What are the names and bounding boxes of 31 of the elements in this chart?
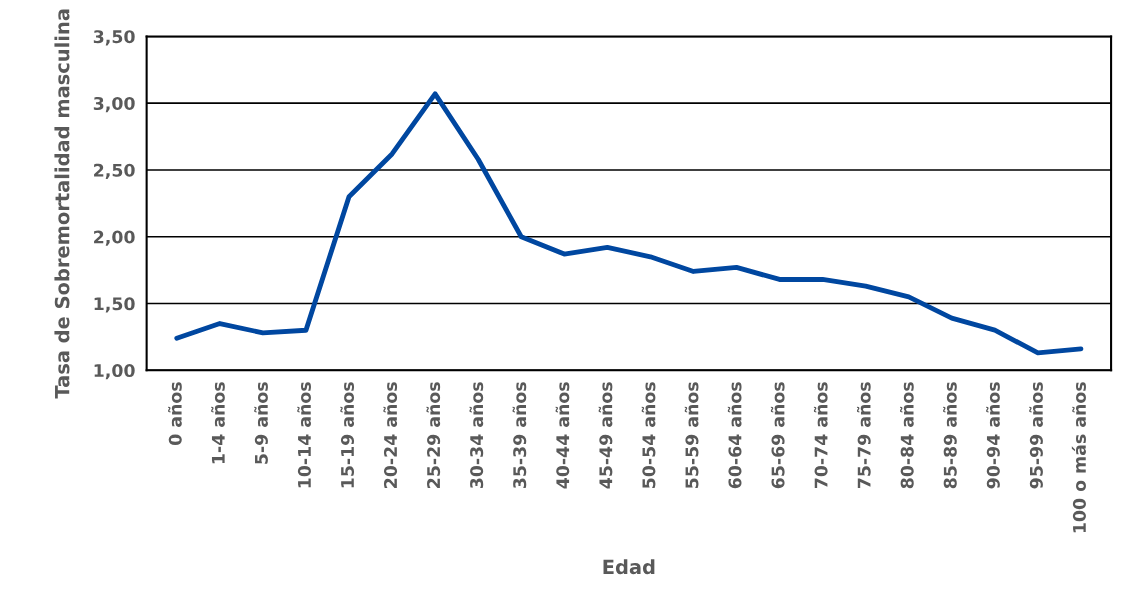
line-series <box>174 91 1084 356</box>
x-tick-label: 5-9 años <box>254 382 268 464</box>
y-tick-label: 1,00 <box>94 363 135 380</box>
y-tick-label: 3,00 <box>93 96 135 113</box>
y-tick-label: 3,50 <box>93 30 135 46</box>
x-tick-label: 25-29 años <box>426 382 441 488</box>
x-tick-label: 75-79 años <box>856 382 871 489</box>
x-axis-title: Edad <box>603 559 655 575</box>
x-tick-label: 40-44 años <box>555 382 570 489</box>
x-tick-label: 95-99 años <box>1029 382 1043 489</box>
y-tick-label: 2,00 <box>94 230 135 246</box>
x-tick-label: 0 años <box>168 382 182 446</box>
y-tick-label: 2,50 <box>94 163 135 180</box>
x-tick-label: 45-49 años <box>598 382 613 489</box>
x-tick-label: 1-4 años <box>211 382 225 464</box>
x-tick-label: 35-39 años <box>512 382 527 489</box>
x-tick-label: 100 o más años <box>1071 382 1086 533</box>
x-tick-label: 10-14 años <box>297 382 311 488</box>
x-tick-label: 50-54 años <box>641 382 656 488</box>
y-axis-title: Tasa de Sobremortalidad masculina <box>54 9 70 399</box>
y-tick-label: 1,50 <box>94 297 135 313</box>
x-tick-label: 30-34 años <box>469 382 484 489</box>
x-tick-label: 85-89 años <box>943 382 957 489</box>
x-tick-label: 15-19 años <box>340 382 355 488</box>
x-tick-label: 70-74 años <box>813 382 828 489</box>
x-tick-label: 65-69 años <box>770 382 785 489</box>
x-tick-label: 20-24 años <box>383 382 398 488</box>
x-tick-label: 60-64 años <box>727 382 742 489</box>
x-tick-label: 55-59 años <box>684 382 699 488</box>
x-tick-label: 90-94 años <box>986 382 1000 489</box>
x-tick-label: 80-84 años <box>900 382 914 489</box>
